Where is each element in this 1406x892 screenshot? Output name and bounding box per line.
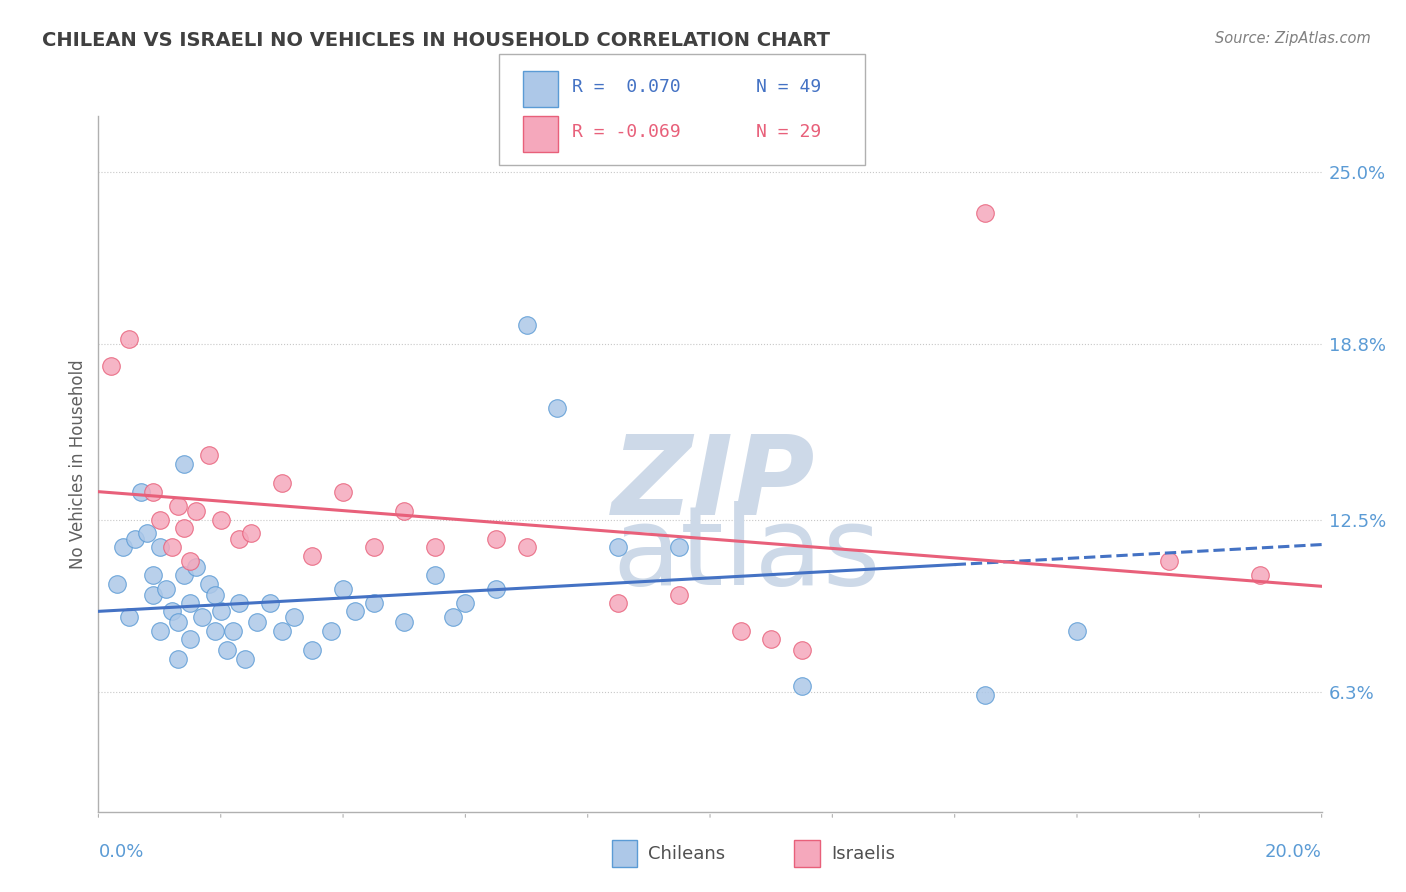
Text: ZIP: ZIP xyxy=(612,431,815,538)
Point xyxy=(149,541,172,555)
Point xyxy=(105,576,128,591)
Point xyxy=(160,541,183,555)
Point xyxy=(209,604,232,618)
Point xyxy=(204,588,226,602)
Point xyxy=(974,688,997,702)
Point xyxy=(179,632,201,647)
Point xyxy=(167,651,190,665)
Point xyxy=(179,596,201,610)
Point xyxy=(332,484,354,499)
Point xyxy=(228,532,250,546)
Point xyxy=(142,484,165,499)
Point xyxy=(546,401,568,416)
Point xyxy=(215,643,238,657)
Point xyxy=(454,596,477,610)
Text: Chileans: Chileans xyxy=(648,845,725,863)
Point xyxy=(118,610,141,624)
Point xyxy=(607,596,630,610)
Point xyxy=(423,541,446,555)
Point xyxy=(761,632,783,647)
Text: N = 49: N = 49 xyxy=(756,78,821,95)
Point xyxy=(668,541,690,555)
Point xyxy=(129,484,152,499)
Point xyxy=(392,504,416,518)
Point xyxy=(142,568,165,582)
Point xyxy=(246,615,269,630)
Point xyxy=(301,643,323,657)
Point xyxy=(363,541,385,555)
Point xyxy=(204,624,226,638)
Point xyxy=(790,643,813,657)
Point xyxy=(270,624,294,638)
Point xyxy=(344,604,367,618)
Point xyxy=(668,588,690,602)
Point xyxy=(319,624,342,638)
Text: atlas: atlas xyxy=(612,500,880,607)
Point xyxy=(485,532,508,546)
Point xyxy=(209,512,232,526)
Point xyxy=(149,512,172,526)
Point xyxy=(392,615,416,630)
Point xyxy=(142,588,165,602)
Point xyxy=(186,504,208,518)
Point xyxy=(222,624,245,638)
Point xyxy=(730,624,752,638)
Text: 0.0%: 0.0% xyxy=(98,843,143,861)
Point xyxy=(100,359,122,374)
Point xyxy=(485,582,508,596)
Point xyxy=(111,541,134,555)
Text: R =  0.070: R = 0.070 xyxy=(572,78,681,95)
Point xyxy=(516,318,538,332)
Point xyxy=(197,576,219,591)
Point xyxy=(283,610,305,624)
Point xyxy=(118,332,141,346)
Point xyxy=(179,554,201,568)
Point xyxy=(1157,554,1180,568)
Point xyxy=(186,559,208,574)
Point xyxy=(790,680,813,694)
Point xyxy=(363,596,385,610)
Point xyxy=(332,582,354,596)
Point xyxy=(228,596,250,610)
Point xyxy=(191,610,214,624)
Point xyxy=(155,582,177,596)
Text: N = 29: N = 29 xyxy=(756,123,821,141)
Point xyxy=(149,624,172,638)
Point xyxy=(233,651,256,665)
Text: R = -0.069: R = -0.069 xyxy=(572,123,681,141)
Point xyxy=(1250,568,1272,582)
Point xyxy=(160,604,183,618)
Point xyxy=(173,568,195,582)
Point xyxy=(167,499,190,513)
Point xyxy=(259,596,281,610)
Point xyxy=(516,541,538,555)
Point xyxy=(124,532,146,546)
Text: CHILEAN VS ISRAELI NO VEHICLES IN HOUSEHOLD CORRELATION CHART: CHILEAN VS ISRAELI NO VEHICLES IN HOUSEH… xyxy=(42,31,830,50)
Point xyxy=(240,526,263,541)
Text: Source: ZipAtlas.com: Source: ZipAtlas.com xyxy=(1215,31,1371,46)
Point xyxy=(173,457,195,471)
Point xyxy=(1066,624,1088,638)
Point xyxy=(167,615,190,630)
Y-axis label: No Vehicles in Household: No Vehicles in Household xyxy=(69,359,87,569)
Text: Israelis: Israelis xyxy=(831,845,896,863)
Point xyxy=(423,568,446,582)
Point xyxy=(607,541,630,555)
Point xyxy=(301,549,323,563)
Text: 20.0%: 20.0% xyxy=(1265,843,1322,861)
Point xyxy=(136,526,159,541)
Point xyxy=(974,206,997,220)
Point xyxy=(441,610,464,624)
Point xyxy=(197,449,219,463)
Point xyxy=(270,476,294,491)
Point xyxy=(173,521,195,535)
